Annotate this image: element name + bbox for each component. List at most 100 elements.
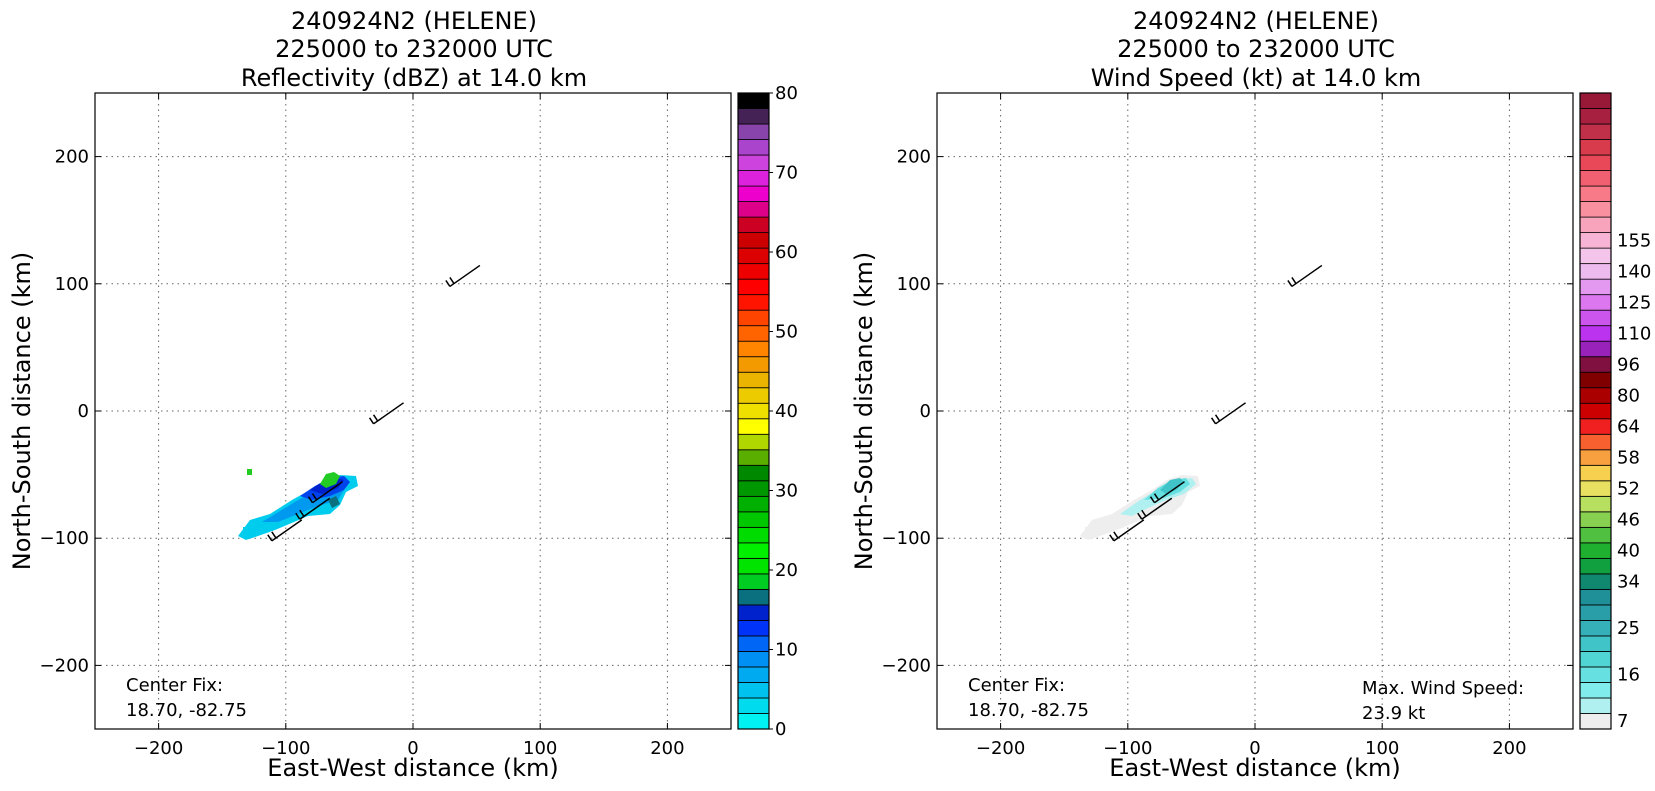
colorbar-cell [737, 511, 770, 528]
center-fix-label: Center Fix: [126, 675, 223, 696]
colorbar-cell [737, 92, 770, 109]
reflectivity-grid [95, 93, 731, 729]
colorbar-cell [737, 123, 770, 140]
colorbar-cell [1579, 356, 1612, 373]
wind-ticks: −200 −100 0 100 200 −200 −100 0 100 200 [882, 93, 1573, 759]
colorbar-cell [1579, 697, 1612, 714]
colorbar-tick-label: 46 [1617, 510, 1640, 531]
wind-colorbar: 7 16 25 34 40 46 52 58 64 80 96 110 125 140 155 [1579, 92, 1651, 732]
reflectivity-ticks: −200 −100 0 100 200 −200 −100 0 100 200 [40, 93, 731, 759]
colorbar-cell [1579, 92, 1612, 109]
reflectivity-plot-frame [94, 92, 732, 730]
colorbar-cell [737, 402, 770, 420]
colorbar-cell [1579, 588, 1612, 606]
colorbar-cell [737, 154, 770, 171]
colorbar-cell [737, 216, 770, 234]
colorbar-cell [1579, 620, 1612, 637]
colorbar-tick-label: 125 [1617, 292, 1651, 313]
colorbar-cell [737, 340, 770, 358]
colorbar-cell [1579, 464, 1612, 482]
colorbar-cell [737, 263, 770, 280]
center-fix-label: Center Fix: [968, 675, 1065, 696]
reflectivity-title-line3: Reflectivity (dBZ) at 14.0 km [241, 64, 587, 92]
x-tick-label: 200 [650, 738, 684, 759]
reflectivity-x-axis-label: East-West distance (km) [267, 754, 558, 782]
reflectivity-echo-field [238, 469, 358, 540]
y-tick-label: −200 [882, 655, 931, 676]
colorbar-cell [737, 480, 770, 497]
colorbar-cell [1579, 294, 1612, 311]
y-tick-label: 0 [78, 401, 89, 422]
reflectivity-colorbar: 0 10 20 30 40 50 60 70 80 [737, 83, 798, 740]
x-tick-label: 0 [1249, 738, 1260, 759]
colorbar-cell [1579, 604, 1612, 621]
colorbar-cell [737, 557, 770, 575]
colorbar-cell [737, 170, 770, 187]
wind-barb [1210, 402, 1246, 425]
colorbar-cell [737, 495, 770, 513]
colorbar-cell [1579, 480, 1612, 497]
y-tick-label: 0 [920, 401, 931, 422]
max-wind-label: Max. Wind Speed: [1362, 678, 1524, 699]
colorbar-cell [1579, 651, 1612, 668]
colorbar-cell [1579, 433, 1612, 451]
colorbar-cell [1579, 263, 1612, 280]
colorbar-cell [737, 325, 770, 342]
colorbar-cell [737, 588, 770, 606]
colorbar-cell [1579, 123, 1612, 140]
colorbar-cell [1579, 201, 1612, 218]
colorbar-cell [1579, 402, 1612, 420]
colorbar-cell [737, 635, 770, 652]
colorbar-frame [1579, 92, 1612, 730]
colorbar-tick-label: 52 [1617, 479, 1640, 500]
colorbar-cell [1579, 542, 1612, 559]
x-tick-label: 100 [1365, 738, 1399, 759]
colorbar-cell [1579, 247, 1612, 265]
colorbar-cell [737, 542, 770, 559]
wind-title-line2: 225000 to 232000 UTC [1117, 35, 1395, 63]
colorbar-cell [1579, 557, 1612, 575]
colorbar-tick-label: 58 [1617, 448, 1640, 469]
wind-barb [1137, 497, 1173, 520]
wind-grid [937, 93, 1573, 729]
colorbar-cell [737, 356, 770, 373]
reflectivity-wind-barbs [267, 264, 481, 542]
x-tick-label: 0 [407, 738, 418, 759]
colorbar-cell [737, 433, 770, 451]
colorbar-cell [737, 309, 770, 327]
wind-barb [1109, 519, 1145, 542]
reflectivity-panel: 240924N2 (HELENE) 225000 to 232000 UTC R… [8, 7, 798, 782]
colorbar-cell [737, 371, 770, 389]
colorbar-cell [1579, 278, 1612, 296]
wind-barb [267, 519, 303, 542]
colorbar-cell [737, 651, 770, 668]
colorbar-cell [1579, 526, 1612, 544]
colorbar-cell [1579, 154, 1612, 171]
colorbar-cell [1579, 449, 1612, 466]
wind-wind-barbs [1109, 264, 1323, 542]
colorbar-tick-label: 110 [1617, 323, 1651, 344]
colorbar-cell [737, 464, 770, 482]
colorbar-tick-label: 20 [775, 560, 798, 581]
colorbar-cell [737, 232, 770, 249]
wind-speed-field [1080, 475, 1200, 540]
colorbar-cell [737, 294, 770, 311]
colorbar-tick-label: 40 [775, 401, 798, 422]
colorbar-cell [1579, 573, 1612, 590]
colorbar-cell [737, 620, 770, 637]
colorbar-tick-label: 70 [775, 163, 798, 184]
y-tick-label: 200 [897, 147, 931, 168]
colorbar-tick-label: 16 [1617, 665, 1640, 686]
colorbar-tick-label: 25 [1617, 618, 1640, 639]
colorbar-tick-label: 96 [1617, 354, 1640, 375]
x-tick-label: −200 [976, 738, 1025, 759]
colorbar-cell [737, 697, 770, 714]
colorbar-cell [737, 247, 770, 265]
reflectivity-title-line2: 225000 to 232000 UTC [275, 35, 553, 63]
y-tick-label: −100 [882, 528, 931, 549]
colorbar-cell [1579, 418, 1612, 435]
y-tick-label: −100 [40, 528, 89, 549]
wind-barb [445, 264, 481, 288]
center-fix-value: 18.70, -82.75 [968, 700, 1089, 721]
